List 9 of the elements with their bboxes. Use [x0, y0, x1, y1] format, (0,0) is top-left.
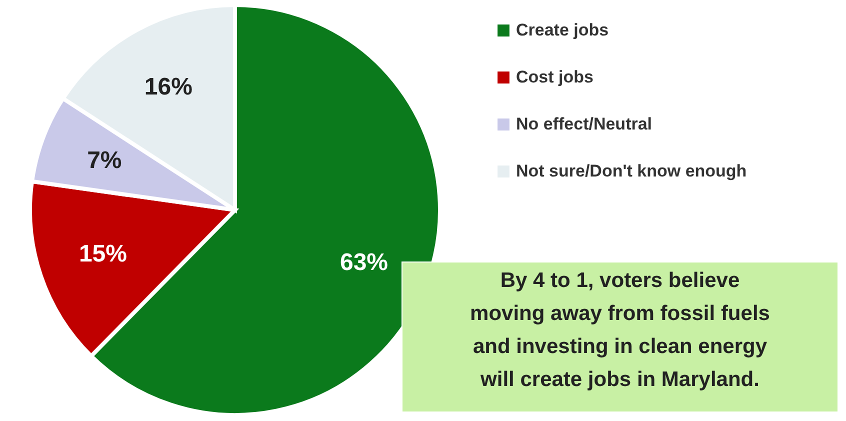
text: By 4 to 1, voters believe moving away from fossil fuels and investing in clean energy will create jobs in Maryland. [470, 269, 770, 391]
data-label: 7% [87, 147, 122, 174]
legend-label: No effect/Neutral [516, 114, 652, 134]
legend-label: Create jobs [516, 20, 609, 40]
data-label: 15% [78, 240, 127, 268]
legend-label: Not sure/Don't know enough [516, 162, 747, 180]
data-label: 16% [144, 74, 192, 101]
data-label: 63% [340, 248, 388, 276]
legend-label: Cost jobs [516, 68, 594, 86]
